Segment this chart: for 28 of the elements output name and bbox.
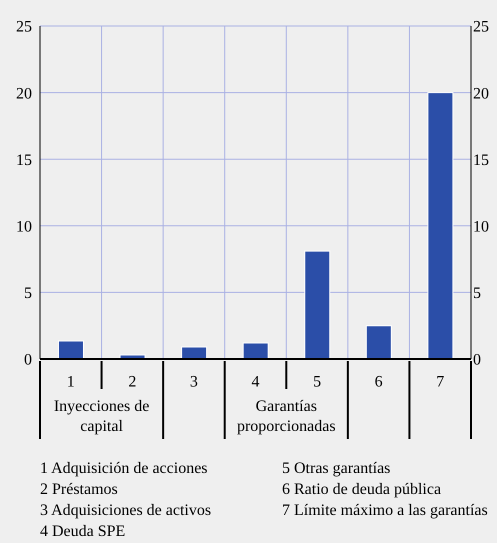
- y2-tick-label: 10: [473, 218, 489, 236]
- x-tick-label: 6: [374, 373, 383, 390]
- y2-tick-label: 25: [473, 18, 489, 36]
- y-tick-label: 25: [16, 18, 32, 36]
- text: Garantías proporcionadas: [236, 397, 337, 437]
- text: 3 Adquisiciones de activos: [40, 501, 212, 521]
- x-tick-label: 7: [436, 373, 444, 390]
- y-tick-label: 15: [16, 152, 32, 169]
- y2-tick-label: 0: [473, 352, 481, 369]
- x-tick-label: 2: [128, 373, 136, 390]
- x-tick-label: 5: [313, 373, 322, 390]
- x-tick-label: 4: [252, 373, 260, 390]
- text: 6 Ratio de deuda pública: [282, 480, 442, 500]
- y2-tick-label: 5: [473, 285, 481, 302]
- y-tick-label: 0: [24, 352, 32, 369]
- text: Inyecciones de capital: [52, 397, 150, 437]
- y2-tick-label: 15: [473, 152, 489, 169]
- text: 2 Préstamos: [40, 480, 119, 500]
- y-tick-label: 10: [16, 218, 32, 236]
- text: 4 Deuda SPE: [40, 522, 126, 542]
- y2-tick-label: 20: [473, 85, 489, 102]
- y-tick-label: 20: [16, 85, 32, 102]
- text: 5 Otras garantías: [282, 459, 392, 479]
- x-tick-label: 1: [66, 373, 75, 390]
- x-tick-label: 3: [190, 373, 198, 390]
- y-tick-label: 5: [24, 285, 32, 302]
- text: 7 Límite máximo a las garantías: [282, 501, 489, 521]
- text: 1 Adquisición de acciones: [40, 459, 209, 479]
